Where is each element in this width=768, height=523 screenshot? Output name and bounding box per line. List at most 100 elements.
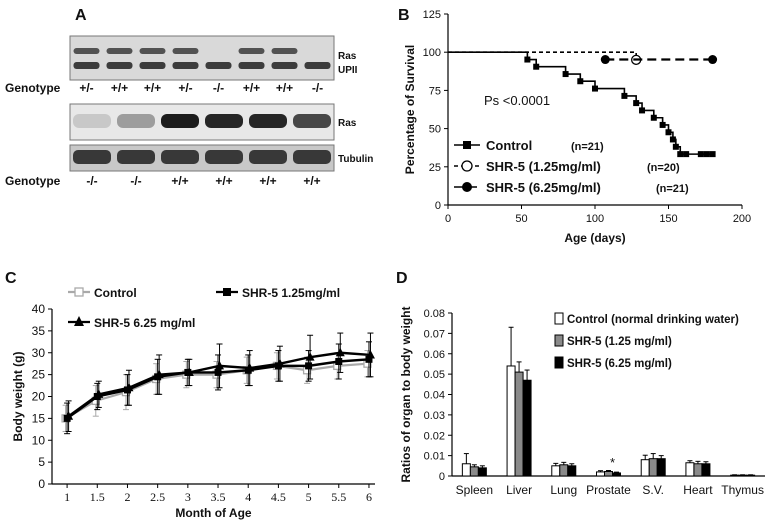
weight-legend-label-0: Control xyxy=(94,286,137,300)
band-tubulin-0 xyxy=(73,150,111,164)
organ-bar-2-4 xyxy=(656,458,666,477)
genotype-top-3: +/- xyxy=(178,81,192,95)
survival-ytick-label-0: 0 xyxy=(435,200,441,212)
organ-ytick-label-1: 0.01 xyxy=(424,451,445,463)
survival-ytick-label-3: 75 xyxy=(429,85,441,97)
weight-ytick-label-6: 30 xyxy=(32,346,46,360)
genotype-bottom-5: +/+ xyxy=(303,174,320,188)
survival-point-0-13 xyxy=(677,151,684,158)
band-label-tubulin: Tubulin xyxy=(338,154,373,165)
survival-xtick-label-1: 50 xyxy=(515,213,527,225)
panel-b-letter: B xyxy=(398,7,410,24)
band-tubulin-2 xyxy=(161,150,199,164)
survival-point-0-7 xyxy=(639,107,646,114)
weight-ytick-label-1: 5 xyxy=(38,455,45,469)
weight-ytick-label-8: 40 xyxy=(32,302,46,316)
organ-legend-label-0: Control (normal drinking water) xyxy=(567,314,739,326)
survival-point-0-8 xyxy=(650,114,657,121)
survival-point-0-17 xyxy=(709,151,716,158)
band-upii-4 xyxy=(205,62,232,69)
organ-category-label-1: Liver xyxy=(506,483,532,497)
organ-category-label-5: Heart xyxy=(683,483,713,497)
weight-point-2-6 xyxy=(245,363,255,372)
survival-legend-n-2: (n=21) xyxy=(656,183,689,195)
band-upii-1 xyxy=(106,62,133,69)
band-label-ras-mid: Ras xyxy=(338,118,357,129)
band-ras-top-1 xyxy=(106,48,133,54)
organ-bar-2-2 xyxy=(567,465,577,477)
survival-legend-label-2: SHR-5 (6.25mg/ml) xyxy=(486,180,601,195)
survival-xtick-label-4: 200 xyxy=(733,213,751,225)
weight-point-2-10 xyxy=(365,349,375,359)
organ-category-label-4: S.V. xyxy=(642,483,664,497)
survival-point-0-1 xyxy=(533,63,540,70)
organ-bar-1-2 xyxy=(559,464,569,477)
organ-bar-0-3 xyxy=(596,471,605,477)
weight-xtick-label-8: 5 xyxy=(306,490,312,504)
organ-bar-2-6 xyxy=(746,474,756,477)
organ-bar-0-5 xyxy=(685,462,695,477)
organ-bar-1-5 xyxy=(693,463,703,477)
panel-c-letter: C xyxy=(5,270,17,287)
survival-point-0-2 xyxy=(562,71,569,78)
panel-a-letter: A xyxy=(75,7,87,24)
organ-legend-label-1: SHR-5 (1.25 mg/ml) xyxy=(567,336,672,348)
weight-xlabel: Month of Age xyxy=(175,506,252,520)
weight-ytick-label-5: 25 xyxy=(32,368,46,382)
organ-ytick-label-5: 0.05 xyxy=(424,369,445,381)
band-tubulin-3 xyxy=(205,150,243,164)
weight-point-2-9 xyxy=(335,347,345,357)
weight-point-2-3 xyxy=(154,369,164,379)
organ-ylabel: Ratios of organ to body weight xyxy=(399,307,413,483)
band-upii-3 xyxy=(172,62,199,69)
organ-bar-2-0 xyxy=(477,467,487,477)
genotype-top-7: -/- xyxy=(312,81,323,95)
weight-legend-marker-1 xyxy=(223,288,231,296)
weight-point-2-1 xyxy=(94,389,104,398)
weight-point-2-8 xyxy=(305,352,315,361)
organ-bar-2-1 xyxy=(522,379,532,477)
weight-xtick-label-2: 2 xyxy=(124,490,130,504)
band-tubulin-4 xyxy=(249,150,287,164)
organ-bar-0-0 xyxy=(461,463,471,477)
band-ras-mid-3 xyxy=(205,114,243,128)
weight-ytick-label-3: 15 xyxy=(32,411,46,425)
band-tubulin-1 xyxy=(117,150,155,164)
survival-legend-n-0: (n=21) xyxy=(571,141,604,153)
organ-ytick-label-3: 0.03 xyxy=(424,410,445,422)
organ-category-label-2: Lung xyxy=(550,483,577,497)
survival-chart: 0 25 50 75 100 125 0 50 100 150 200 Age (days) Perce… xyxy=(403,9,751,245)
organ-ratio-chart: 0 0.01 0.02 0.03 0.04 0.05 0.06 0.07 0.08 Ratios … xyxy=(399,307,765,497)
blot-strip-tubulin xyxy=(69,144,335,172)
survival-xtick-label-3: 150 xyxy=(659,213,677,225)
band-upii-0 xyxy=(73,62,100,69)
band-ras-mid-4 xyxy=(249,114,287,128)
survival-point-0-16 xyxy=(703,151,710,158)
weight-point-2-7 xyxy=(275,358,285,368)
survival-xtick-label-0: 0 xyxy=(445,213,451,225)
organ-legend-swatch-0 xyxy=(554,312,564,325)
survival-ytick-label-2: 50 xyxy=(429,124,441,136)
band-ras-top-0 xyxy=(73,48,100,54)
genotype-top-0: +/- xyxy=(79,81,93,95)
genotype-bottom-3: +/+ xyxy=(215,174,232,188)
survival-legend-marker-1 xyxy=(461,160,473,172)
survival-p-value: Ps <0.0001 xyxy=(484,93,550,108)
weight-xtick-label-6: 4 xyxy=(245,490,251,504)
survival-ytick-label-1: 25 xyxy=(429,162,441,174)
genotype-top-6: +/+ xyxy=(276,81,293,95)
organ-bar-1-0 xyxy=(469,466,479,477)
weight-xtick-label-4: 3 xyxy=(185,490,191,504)
survival-point-0-15 xyxy=(697,151,704,158)
organ-bar-1-6 xyxy=(738,474,748,477)
organ-bar-2-5 xyxy=(701,463,711,477)
survival-xlabel: Age (days) xyxy=(564,231,625,245)
survival-xtick-label-2: 100 xyxy=(586,213,604,225)
organ-bar-0-6 xyxy=(730,474,740,477)
weight-xtick-label-9: 5.5 xyxy=(331,490,346,504)
weight-point-2-5 xyxy=(215,360,225,370)
weight-legend-marker-0 xyxy=(74,287,84,297)
organ-ytick-label-8: 0.08 xyxy=(424,308,445,320)
weight-point-2-0 xyxy=(64,411,74,420)
weight-xtick-label-0: 1 xyxy=(64,490,70,504)
